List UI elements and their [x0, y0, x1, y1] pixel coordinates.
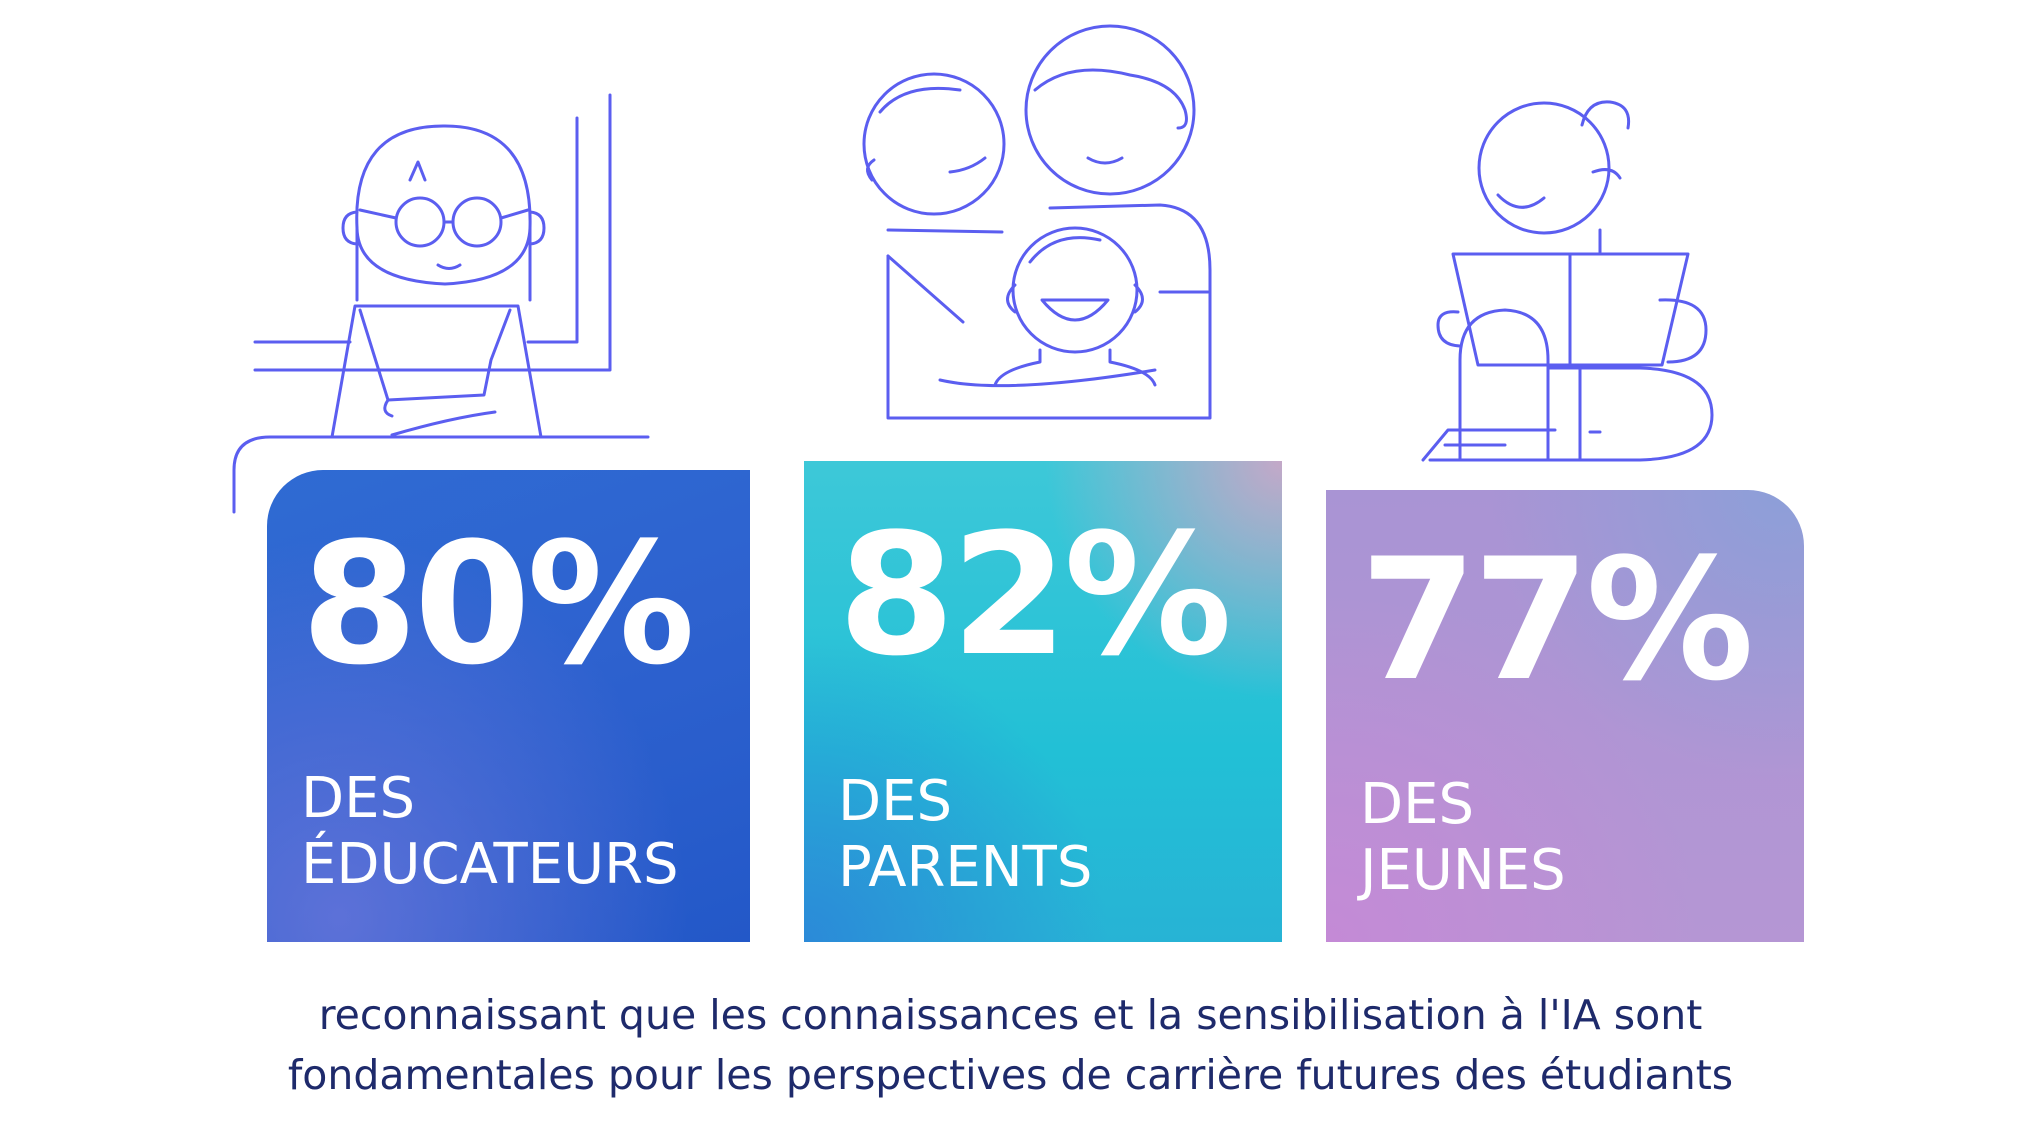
caption: reconnaissant que les connaissances et l…	[0, 985, 2021, 1105]
stat-percent: 77%	[1360, 522, 1754, 718]
stat-label: DES JEUNES	[1360, 772, 1566, 904]
stat-percent: 82%	[838, 497, 1232, 693]
stat-label-line2: ÉDUCATEURS	[301, 832, 679, 897]
stat-card-educators: 80% DES ÉDUCATEURS	[267, 470, 750, 942]
stat-label-line2: JEUNES	[1360, 838, 1566, 903]
stat-percent: 80%	[301, 506, 695, 702]
stat-label: DES PARENTS	[838, 769, 1092, 901]
student-illustration	[1421, 100, 1714, 462]
stat-label-line2: PARENTS	[838, 835, 1093, 900]
stat-card-parents: 82% DES PARENTS	[804, 461, 1282, 942]
stat-label-line1: DES	[301, 766, 416, 831]
caption-line2: fondamentales pour les perspectives de c…	[287, 1051, 1734, 1099]
educator-illustration	[232, 93, 650, 514]
stat-card-youth: 77% DES JEUNES	[1326, 490, 1804, 942]
caption-line1: reconnaissant que les connaissances et l…	[318, 991, 1703, 1039]
stat-label-line1: DES	[838, 769, 953, 834]
stat-label-line1: DES	[1360, 772, 1475, 837]
parents-child-illustration	[862, 24, 1212, 420]
stat-label: DES ÉDUCATEURS	[301, 766, 679, 898]
